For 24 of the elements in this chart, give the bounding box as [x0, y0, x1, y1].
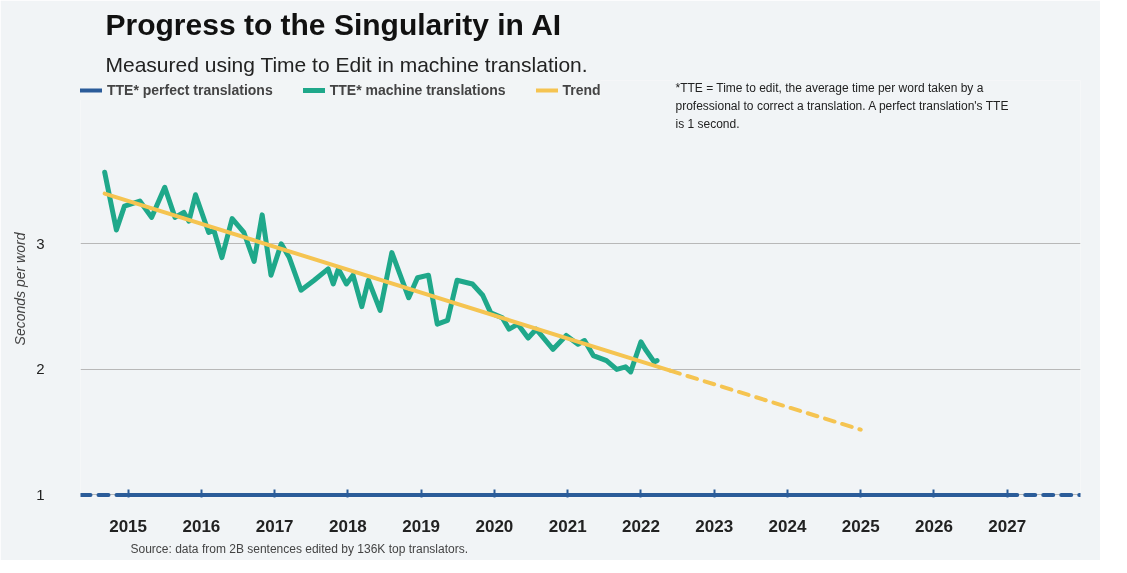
legend-label: Trend [562, 82, 601, 98]
x-tick-label: 2018 [328, 516, 367, 536]
source-note: Source: data from 2B sentences edited by 136K top translators. [130, 541, 469, 556]
x-tick-label: 2019 [402, 516, 441, 536]
y-axis-title: Seconds per word [12, 231, 29, 346]
x-tick-label: 2015 [109, 516, 148, 536]
y-tick-label: 1 [36, 485, 45, 503]
legend-label: TTE* perfect translations [107, 82, 273, 98]
annotation: *TTE = Time to edit, the average time per word taken by a professional to correct a translation. A perfect translation's TTE is 1 second. [675, 80, 1009, 131]
x-tick-label: 2016 [182, 516, 221, 536]
x-tick-label: 2023 [695, 516, 734, 536]
y-tick-label: 3 [36, 234, 45, 252]
x-tick-label: 2020 [475, 516, 514, 536]
x-tick-label: 2021 [548, 516, 587, 536]
x-tick-label: 2022 [622, 516, 660, 536]
chart-title: Progress to the Singularity in AI [105, 7, 562, 41]
x-tick-label: 2025 [841, 516, 880, 536]
x-tick-label: 2026 [915, 516, 953, 536]
x-tick-label: 2027 [988, 516, 1027, 536]
legend-label: TTE* machine translations [329, 82, 506, 98]
x-tick-label: 2024 [768, 516, 807, 536]
y-tick-label: 2 [36, 360, 45, 378]
x-tick-label: 2017 [255, 516, 294, 536]
chart-subtitle: Measured using Time to Edit in machine translation. [105, 52, 588, 76]
